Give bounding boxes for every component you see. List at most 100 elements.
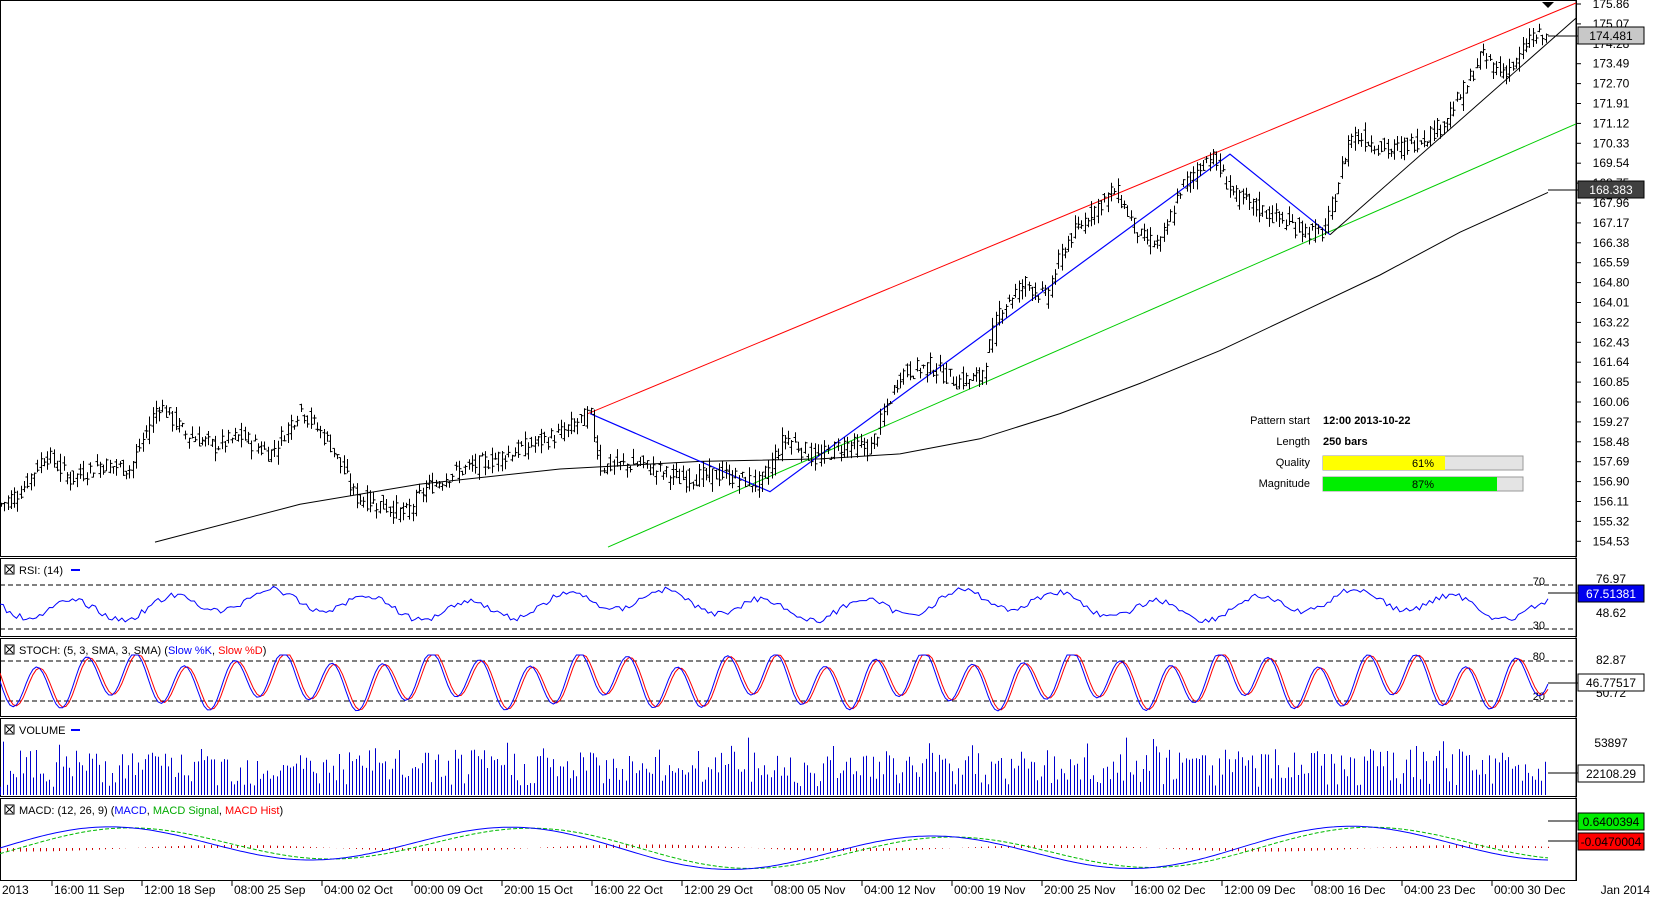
stoch-title: STOCH: (5, 3, SMA, 3, SMA)	[19, 645, 161, 657]
rsi-line	[0, 585, 1549, 624]
price-tick-label: 175.86	[1593, 0, 1630, 11]
macd-current-label: 0.6400394	[1583, 815, 1640, 829]
time-tick-label: 12:00 18 Sep	[144, 883, 216, 897]
time-tick-label: 2013	[2, 883, 29, 897]
stoch-level-80: 80	[1533, 651, 1545, 663]
price-tick-label: 163.22	[1593, 315, 1630, 329]
ma-box	[1577, 180, 1645, 199]
rsi-path	[0, 585, 1549, 624]
price-tick-label: 170.33	[1593, 136, 1630, 150]
price-tick-label: 173.49	[1593, 57, 1630, 71]
quality-value: 61%	[1412, 458, 1434, 470]
time-tick-label: Jan 2014	[1601, 883, 1651, 897]
length-value: 250 bars	[1323, 436, 1368, 448]
macd-panel: MACD: (12, 26, 9) (MACD, MACD Signal, MA…	[0, 804, 1645, 870]
rsi-axis-mid: 48.62	[1596, 606, 1626, 620]
price-tick-label: 171.91	[1593, 97, 1630, 111]
rsi-panel-border	[0, 558, 1577, 637]
stoch-current-box	[1577, 673, 1645, 692]
last-price-label: 174.481	[1589, 29, 1633, 43]
macd-hist-current-label: -0.0470004	[1581, 835, 1642, 849]
rsi-title: RSI: (14)	[19, 565, 63, 577]
macd-hist-current-box	[1577, 832, 1645, 851]
moving-average-path	[154, 191, 1549, 543]
pattern-start-value: 12:00 2013-10-22	[1323, 415, 1410, 427]
pattern-zigzag-path	[589, 153, 1331, 493]
rsi-level-70: 70	[1533, 576, 1545, 588]
volume-current-box	[1577, 764, 1645, 783]
stoch-d-label: Slow %D	[218, 645, 263, 657]
price-tick-label: 156.11	[1593, 495, 1629, 509]
stoch-legend: STOCH: (5, 3, SMA, 3, SMA) (Slow %K, Slo…	[19, 645, 266, 657]
macd-hist-label: MACD Hist	[225, 805, 279, 817]
macd-path	[0, 825, 1549, 870]
price-panel-border	[0, 0, 1577, 557]
time-axis: 2013 16:00 11 Sep 12:00 18 Sep 08:00 25 Sep…	[2, 881, 1650, 897]
time-tick-label: 12:00 09 Dec	[1224, 883, 1295, 897]
time-tick-label: 12:00 29 Oct	[684, 883, 753, 897]
macd-signal-path	[0, 826, 1549, 870]
time-tick-label: 20:00 25 Nov	[1044, 883, 1115, 897]
ma-label: 168.383	[1589, 183, 1633, 197]
macd-current-box	[1577, 812, 1645, 831]
stoch-lines	[0, 654, 1549, 712]
volume-axis-top: 53897	[1594, 736, 1628, 750]
price-tick-label: 164.80	[1593, 276, 1630, 290]
time-tick-label: 04:00 23 Dec	[1404, 883, 1475, 897]
time-tick-label: 16:00 22 Oct	[594, 883, 663, 897]
time-tick-label: 00:00 19 Nov	[954, 883, 1025, 897]
rsi-axis-top: 76.97	[1596, 572, 1626, 586]
volume-current-label: 22108.29	[1586, 767, 1636, 781]
price-tick-label: 172.70	[1593, 77, 1630, 91]
price-tick-label: 169.54	[1593, 156, 1630, 170]
volume-bars	[0, 737, 1546, 795]
time-tick-label: 04:00 02 Oct	[324, 883, 393, 897]
stoch-d-path	[0, 654, 1549, 711]
stoch-k-label: Slow %K	[168, 645, 213, 657]
magnitude-label: Magnitude	[1259, 478, 1310, 490]
rsi-panel: RSI: (14) 70 30 76.97 48.62 67.51381	[0, 564, 1645, 632]
rsi-current-box	[1577, 584, 1645, 603]
pattern-info-box: Pattern start 12:00 2013-10-22 Length 25…	[1250, 415, 1524, 492]
price-tick-label: 155.32	[1593, 514, 1630, 528]
macd-legend: MACD: (12, 26, 9) (MACD, MACD Signal, MA…	[19, 805, 283, 817]
ma-marker: 168.383	[1548, 180, 1645, 199]
magnitude-value: 87%	[1412, 479, 1434, 491]
price-tick-label: 162.43	[1593, 335, 1630, 349]
time-tick-label: 08:00 16 Dec	[1314, 883, 1385, 897]
price-tick-label: 167.96	[1593, 196, 1630, 210]
stoch-k-path	[0, 654, 1549, 712]
lower-channel-line	[607, 123, 1577, 548]
price-tick-label: 161.64	[1593, 355, 1630, 369]
price-tick-label: 166.38	[1593, 236, 1630, 250]
volume-title: VOLUME	[19, 725, 65, 737]
channel-lines	[587, 2, 1577, 548]
last-price-box	[1577, 26, 1645, 45]
price-tick-label: 159.27	[1593, 415, 1630, 429]
time-tick-label: 16:00 02 Dec	[1134, 883, 1205, 897]
macd-label: MACD	[114, 805, 146, 817]
pattern-start-label: Pattern start	[1250, 415, 1310, 427]
price-tick-label: 165.59	[1593, 256, 1630, 270]
macd-title: MACD: (12, 26, 9)	[19, 805, 108, 817]
volume-panel: VOLUME 53897 22108.29	[0, 724, 1645, 795]
price-tick-label: 164.01	[1593, 296, 1630, 310]
time-tick-label: 00:00 09 Oct	[414, 883, 483, 897]
time-tick-label: 00:00 30 Dec	[1494, 883, 1565, 897]
time-tick-label: 08:00 05 Nov	[774, 883, 845, 897]
price-tick-label: 160.85	[1593, 375, 1630, 389]
price-tick-label: 154.53	[1593, 534, 1630, 548]
price-tick-label: 171.12	[1593, 116, 1630, 130]
support-trend-line	[1329, 17, 1577, 236]
quality-label: Quality	[1276, 457, 1311, 469]
rsi-level-30: 30	[1533, 620, 1545, 632]
price-tick-label: 157.69	[1593, 455, 1630, 469]
stoch-panel: STOCH: (5, 3, SMA, 3, SMA) (Slow %K, Slo…	[0, 644, 1645, 712]
macd-signal-label: MACD Signal	[153, 805, 219, 817]
close-icon	[5, 645, 14, 654]
price-axis: 175.86175.07174.28173.49172.70171.91171.…	[1576, 0, 1630, 548]
quality-bar-fill	[1323, 456, 1445, 470]
time-tick-label: 16:00 11 Sep	[54, 883, 125, 897]
moving-average-line	[154, 191, 1549, 543]
